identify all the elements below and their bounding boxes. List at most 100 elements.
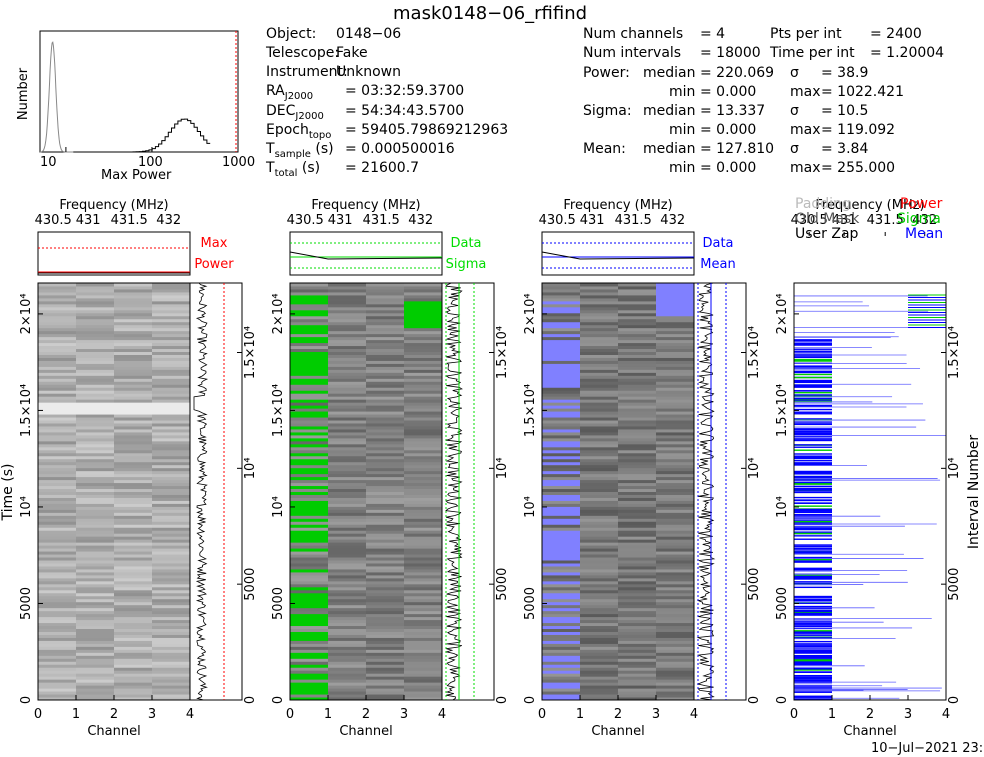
image-cell	[76, 661, 115, 665]
freq-tick-0-1: 431	[76, 213, 101, 228]
image-cell	[76, 491, 115, 495]
image-cell	[656, 297, 695, 302]
image-cell	[404, 500, 443, 504]
image-cell	[656, 652, 695, 656]
image-cell	[328, 291, 367, 296]
image-cell	[618, 679, 657, 683]
image-cell	[618, 411, 657, 415]
image-cell	[114, 360, 153, 364]
image-cell	[328, 366, 367, 370]
image-cell	[580, 399, 619, 403]
image-cell	[404, 533, 443, 537]
image-cell	[38, 503, 77, 507]
mask-stripe	[794, 376, 832, 379]
image-cell	[290, 518, 329, 522]
image-cell	[114, 631, 153, 635]
image-cell	[76, 437, 115, 442]
mask-stripe	[794, 661, 832, 664]
image-cell	[38, 667, 77, 671]
image-cell	[542, 562, 581, 567]
channel-tick-2-2: 2	[614, 707, 622, 722]
image-cell	[366, 601, 405, 606]
mask-stripe	[794, 548, 832, 550]
image-cell	[152, 560, 191, 564]
image-cell	[328, 628, 367, 632]
image-cell	[328, 583, 367, 588]
image-cell	[618, 530, 657, 534]
image-cell	[76, 619, 115, 624]
image-cell	[618, 580, 657, 585]
image-cell	[366, 470, 405, 475]
image-cell	[404, 336, 443, 341]
image-cell	[114, 294, 153, 299]
image-cell	[38, 554, 77, 558]
image-cell	[38, 691, 77, 695]
image-cell	[290, 607, 329, 612]
image-cell	[656, 294, 695, 299]
image-cell	[404, 640, 443, 644]
mask-stripe	[794, 613, 832, 616]
image-cell	[328, 461, 367, 466]
image-cell	[366, 670, 405, 674]
image-cell	[38, 408, 77, 412]
image-cell	[366, 283, 405, 287]
image-cell	[38, 345, 77, 350]
image-cell	[290, 387, 329, 391]
image-cell	[328, 372, 367, 376]
image-cell	[114, 396, 153, 400]
mask-stripe	[794, 421, 832, 423]
image-cell	[580, 309, 619, 314]
image-cell	[542, 634, 581, 638]
image-cell	[38, 333, 77, 338]
image-cell	[38, 342, 77, 347]
image-cell	[114, 390, 153, 394]
image-cell	[290, 399, 329, 403]
image-cell	[290, 485, 329, 490]
image-cell	[542, 363, 581, 367]
image-cell	[76, 601, 115, 606]
time-tick-0-3: 1.5×10⁴	[19, 384, 34, 437]
ttotal-label: Ttotal (s)	[266, 160, 321, 179]
image-cell	[328, 649, 367, 653]
image-cell	[404, 288, 443, 293]
image-cell	[618, 589, 657, 594]
mask-stripe	[794, 586, 832, 589]
image-cell	[328, 554, 367, 558]
image-cell	[656, 607, 695, 612]
mask-stripe	[794, 634, 832, 636]
image-cell	[366, 467, 405, 472]
image-cell	[404, 300, 443, 305]
image-cell	[618, 288, 657, 293]
image-cell	[290, 524, 329, 528]
image-cell	[290, 402, 329, 406]
image-cell	[38, 536, 77, 540]
image-cell	[290, 601, 329, 606]
image-cell	[656, 604, 695, 609]
image-cell	[38, 324, 77, 329]
image-cell	[542, 619, 581, 624]
mask-stripe	[794, 531, 832, 533]
mask-stripe	[794, 623, 832, 625]
image-cell	[328, 616, 367, 621]
time-tick-2-2: 10⁴	[523, 496, 538, 518]
image-cell	[114, 488, 153, 492]
image-cell	[114, 574, 153, 579]
image-cell	[290, 396, 329, 400]
image-cell	[404, 485, 443, 490]
mean-label: Mean:	[583, 141, 626, 157]
image-cell	[542, 637, 581, 641]
image-cell	[580, 357, 619, 361]
timeint-value: = 1.20004	[870, 45, 945, 61]
image-cell	[580, 664, 619, 668]
image-cell	[328, 458, 367, 463]
image-cell	[114, 297, 153, 302]
image-cell	[580, 479, 619, 484]
image-cell	[152, 691, 191, 695]
image-cell	[656, 500, 695, 504]
image-cell	[114, 321, 153, 326]
image-cell	[114, 509, 153, 513]
image-cell	[404, 363, 443, 367]
image-cell	[76, 622, 115, 627]
image-cell	[38, 467, 77, 472]
image-cell	[618, 363, 657, 367]
